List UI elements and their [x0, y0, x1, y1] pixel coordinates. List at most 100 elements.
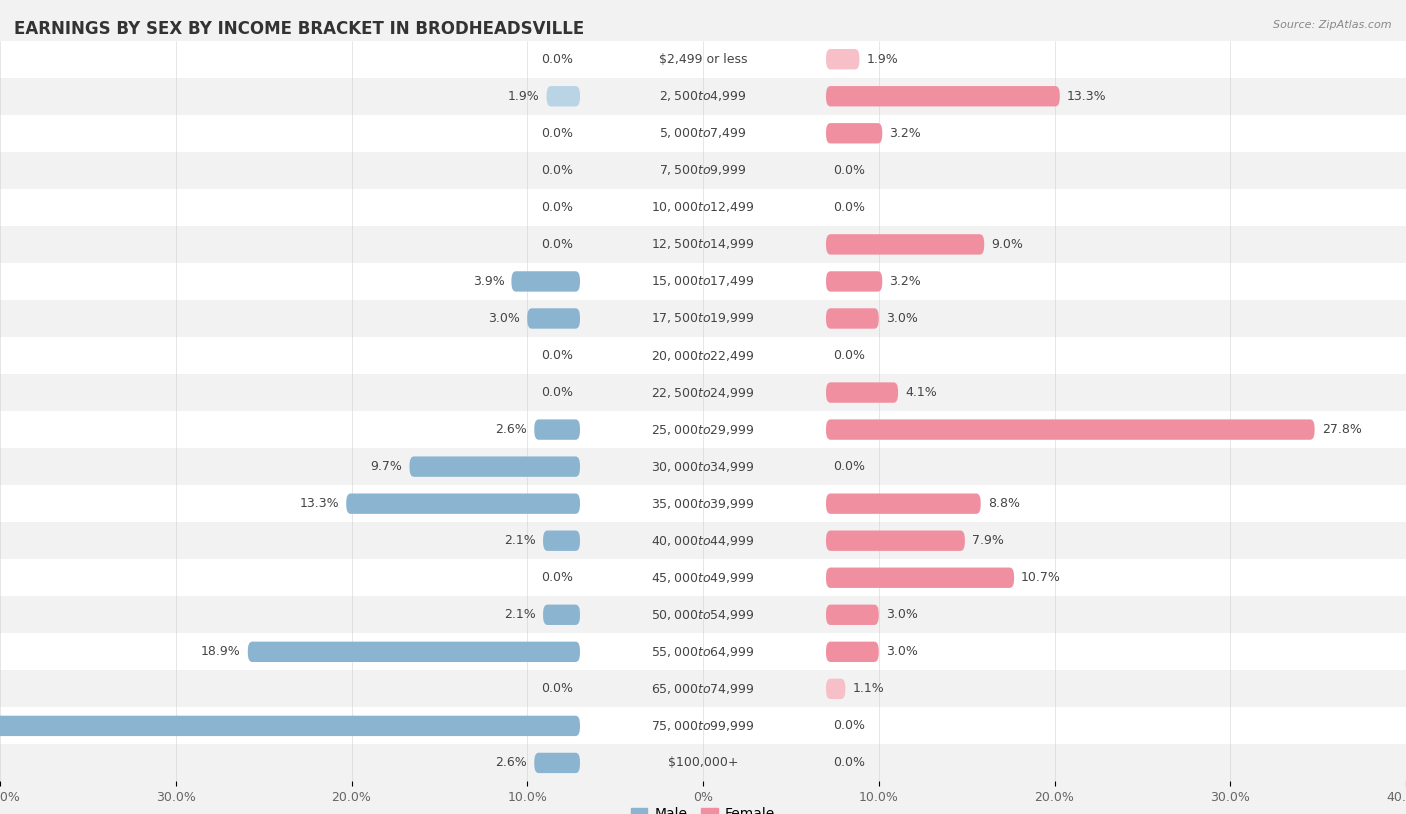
FancyBboxPatch shape [827, 234, 984, 255]
Text: $35,000 to $39,999: $35,000 to $39,999 [651, 497, 755, 510]
FancyBboxPatch shape [827, 531, 965, 551]
Text: 2.6%: 2.6% [495, 756, 527, 769]
Text: 0.0%: 0.0% [832, 720, 865, 733]
FancyBboxPatch shape [543, 605, 581, 625]
Bar [0, 523, 1406, 559]
Text: $7,500 to $9,999: $7,500 to $9,999 [659, 164, 747, 177]
FancyBboxPatch shape [409, 457, 581, 477]
FancyBboxPatch shape [527, 309, 581, 329]
Text: 1.9%: 1.9% [508, 90, 540, 103]
Bar [581, 523, 827, 559]
Bar [0, 448, 1406, 485]
Text: $65,000 to $74,999: $65,000 to $74,999 [651, 682, 755, 696]
Bar [581, 189, 827, 226]
Text: $12,500 to $14,999: $12,500 to $14,999 [651, 238, 755, 252]
Text: $2,500 to $4,999: $2,500 to $4,999 [659, 90, 747, 103]
FancyBboxPatch shape [0, 716, 581, 736]
Text: Source: ZipAtlas.com: Source: ZipAtlas.com [1274, 20, 1392, 30]
Bar [0, 225, 1406, 263]
Text: 7.9%: 7.9% [972, 534, 1004, 547]
Bar [0, 633, 1406, 671]
FancyBboxPatch shape [827, 605, 879, 625]
Bar [581, 300, 827, 337]
Text: $20,000 to $22,499: $20,000 to $22,499 [651, 348, 755, 362]
FancyBboxPatch shape [534, 419, 581, 440]
Text: 0.0%: 0.0% [541, 386, 574, 399]
Text: 13.3%: 13.3% [299, 497, 339, 510]
Text: $10,000 to $12,499: $10,000 to $12,499 [651, 200, 755, 214]
Bar [0, 374, 1406, 411]
Bar [581, 337, 827, 374]
Bar [0, 411, 1406, 448]
Text: 0.0%: 0.0% [541, 238, 574, 251]
Text: $17,500 to $19,999: $17,500 to $19,999 [651, 312, 755, 326]
Text: 3.9%: 3.9% [472, 275, 505, 288]
Text: 9.7%: 9.7% [371, 460, 402, 473]
Text: $22,500 to $24,999: $22,500 to $24,999 [651, 386, 755, 400]
Text: 0.0%: 0.0% [541, 682, 574, 695]
Text: $45,000 to $49,999: $45,000 to $49,999 [651, 571, 755, 584]
Text: 3.0%: 3.0% [886, 608, 918, 621]
FancyBboxPatch shape [346, 493, 581, 514]
Text: $50,000 to $54,999: $50,000 to $54,999 [651, 608, 755, 622]
Bar [581, 448, 827, 485]
Text: 0.0%: 0.0% [541, 349, 574, 362]
Bar [0, 78, 1406, 115]
Bar [0, 41, 1406, 78]
Text: 3.2%: 3.2% [889, 127, 921, 140]
FancyBboxPatch shape [827, 383, 898, 403]
Bar [581, 485, 827, 523]
FancyBboxPatch shape [827, 309, 879, 329]
FancyBboxPatch shape [247, 641, 581, 662]
Text: 3.2%: 3.2% [889, 275, 921, 288]
FancyBboxPatch shape [827, 493, 981, 514]
Bar [581, 671, 827, 707]
Text: 3.0%: 3.0% [886, 646, 918, 659]
FancyBboxPatch shape [512, 271, 581, 291]
Text: 9.0%: 9.0% [991, 238, 1024, 251]
Bar [581, 559, 827, 596]
Text: 8.8%: 8.8% [987, 497, 1019, 510]
FancyBboxPatch shape [827, 86, 1060, 107]
Bar [581, 707, 827, 744]
Bar [581, 115, 827, 152]
Text: 0.0%: 0.0% [832, 164, 865, 177]
Text: $2,499 or less: $2,499 or less [659, 53, 747, 66]
Text: 0.0%: 0.0% [541, 164, 574, 177]
Text: 10.7%: 10.7% [1021, 571, 1062, 584]
Text: $40,000 to $44,999: $40,000 to $44,999 [651, 534, 755, 548]
Bar [0, 671, 1406, 707]
Bar [581, 225, 827, 263]
Text: 1.1%: 1.1% [852, 682, 884, 695]
Text: $55,000 to $64,999: $55,000 to $64,999 [651, 645, 755, 659]
Text: 2.6%: 2.6% [495, 423, 527, 436]
Text: 3.0%: 3.0% [488, 312, 520, 325]
Bar [0, 189, 1406, 226]
Bar [581, 374, 827, 411]
FancyBboxPatch shape [827, 49, 859, 69]
Bar [581, 41, 827, 78]
FancyBboxPatch shape [543, 531, 581, 551]
Bar [581, 78, 827, 115]
Bar [0, 596, 1406, 633]
Text: 0.0%: 0.0% [832, 460, 865, 473]
Text: $15,000 to $17,499: $15,000 to $17,499 [651, 274, 755, 288]
Text: $100,000+: $100,000+ [668, 756, 738, 769]
Text: 18.9%: 18.9% [201, 646, 240, 659]
Text: 0.0%: 0.0% [832, 349, 865, 362]
Bar [0, 485, 1406, 523]
Text: $25,000 to $29,999: $25,000 to $29,999 [651, 422, 755, 436]
Bar [581, 744, 827, 781]
Bar [0, 300, 1406, 337]
Bar [0, 115, 1406, 152]
Text: 27.8%: 27.8% [1322, 423, 1361, 436]
Text: $5,000 to $7,499: $5,000 to $7,499 [659, 126, 747, 140]
Legend: Male, Female: Male, Female [626, 801, 780, 814]
Text: 4.1%: 4.1% [905, 386, 936, 399]
FancyBboxPatch shape [827, 123, 883, 143]
FancyBboxPatch shape [827, 567, 1014, 588]
Text: 3.0%: 3.0% [886, 312, 918, 325]
Text: 0.0%: 0.0% [541, 571, 574, 584]
Text: 0.0%: 0.0% [832, 756, 865, 769]
Bar [581, 633, 827, 671]
